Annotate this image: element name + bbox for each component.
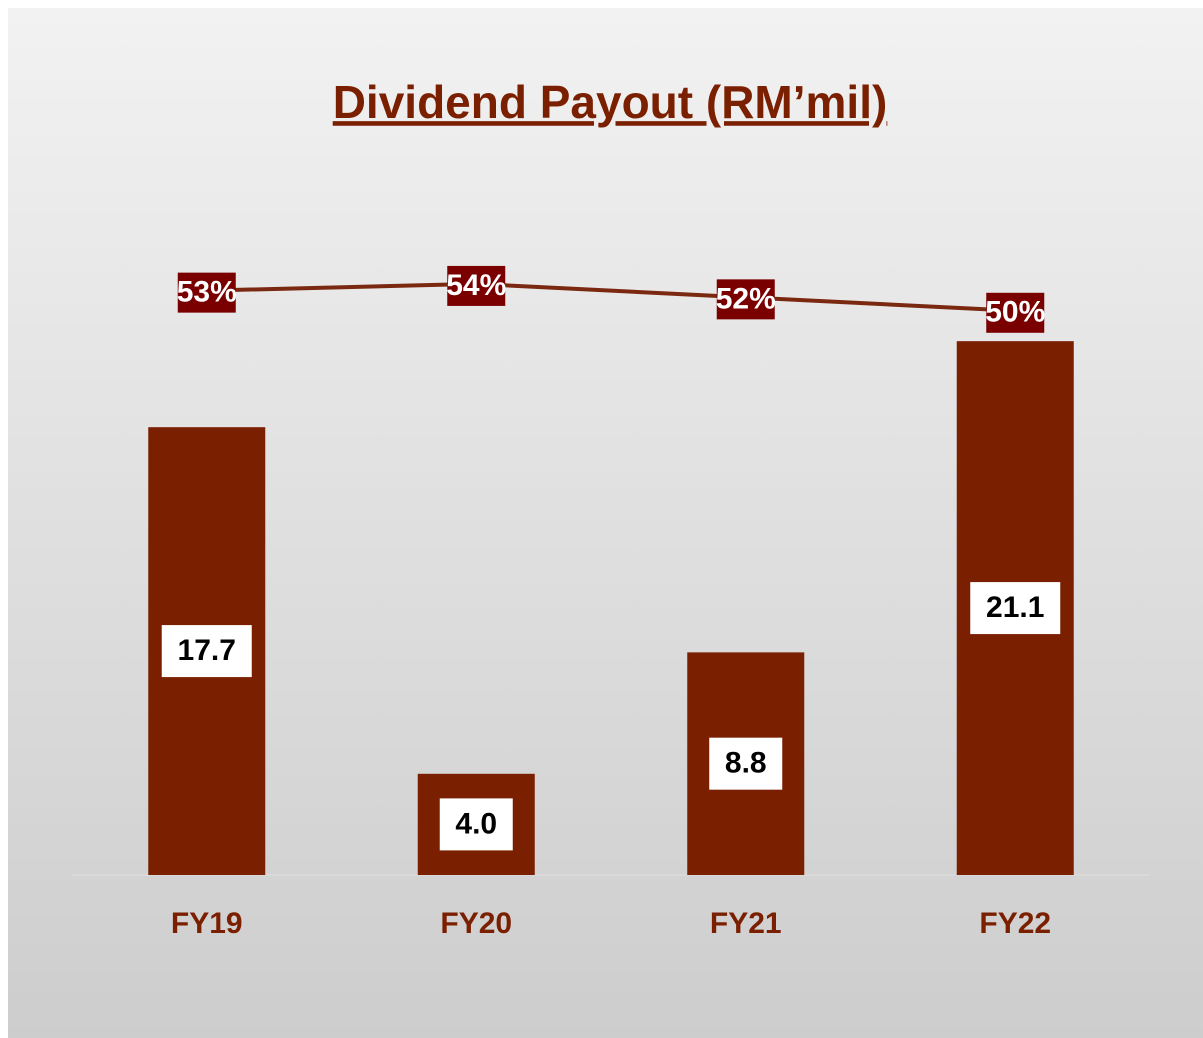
bar-value-label-box [439, 798, 513, 851]
line-value-label: 54% [446, 269, 506, 302]
chart-title: Dividend Payout (RM’mil) [333, 76, 888, 128]
line-value-label-box [716, 279, 775, 320]
x-tick-label: FY22 [979, 907, 1051, 940]
bar-value-label: 21.1 [986, 591, 1044, 624]
bar-value-label: 4.0 [455, 807, 497, 840]
bar-value-label: 17.7 [178, 634, 236, 667]
bar-value-label-box [161, 625, 252, 678]
line-value-label-box [177, 272, 236, 313]
x-tick-label: FY19 [171, 907, 243, 940]
bar-value-label: 8.8 [725, 747, 767, 780]
bar-value-label-box [970, 582, 1061, 635]
line-value-label: 52% [716, 282, 776, 315]
line-value-label: 50% [985, 296, 1045, 329]
x-tick-label: FY21 [710, 907, 782, 940]
x-tick-label: FY20 [440, 907, 512, 940]
line-value-label-box [447, 265, 506, 306]
line [206, 281, 1016, 313]
bar-value-label-box [709, 737, 783, 790]
line-value-label-box [986, 292, 1045, 333]
line-value-label: 53% [177, 276, 237, 309]
